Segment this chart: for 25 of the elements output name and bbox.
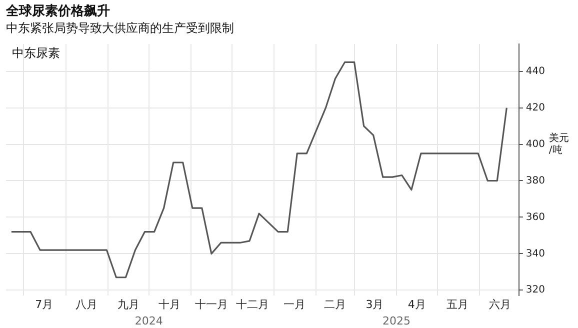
x-tick-label: 4月 (408, 298, 426, 312)
chart-title: 全球尿素价格飙升 (5, 3, 110, 20)
x-tick-label: 六月 (488, 298, 511, 312)
y-tick-label: 380 (526, 175, 546, 186)
x-tick-label: 九月 (117, 298, 140, 312)
annotation: 中东尿素 (12, 46, 60, 60)
y-tick-label: 320 (526, 284, 546, 296)
x-tick-label: 7月 (35, 298, 54, 312)
y-tick-label: 400 (526, 138, 546, 150)
x-tick-label: 十月 (158, 298, 180, 312)
chart-subtitle: 中东紧张局势导致大供应商的生产受到限制 (6, 20, 234, 35)
y-axis-title: 美元/吨 (548, 132, 569, 156)
x-tick-label: 二月 (324, 298, 346, 312)
x-tick-label: 一月 (283, 298, 306, 312)
x-tick-label: 十二月 (236, 298, 269, 312)
x-tick-label: 十一月 (194, 298, 228, 312)
x2-tick-label: 2025 (382, 314, 410, 328)
x-tick-label: 八月 (75, 298, 98, 312)
y-tick-label: 440 (526, 66, 546, 77)
x-tick-label: 五月 (446, 298, 469, 312)
y-tick-label: 360 (526, 212, 546, 223)
x2-tick-label: 2024 (134, 314, 163, 328)
y-tick-label: 420 (526, 102, 546, 114)
y-tick-label: 340 (526, 248, 546, 260)
x-tick-label: 3月 (366, 298, 384, 312)
